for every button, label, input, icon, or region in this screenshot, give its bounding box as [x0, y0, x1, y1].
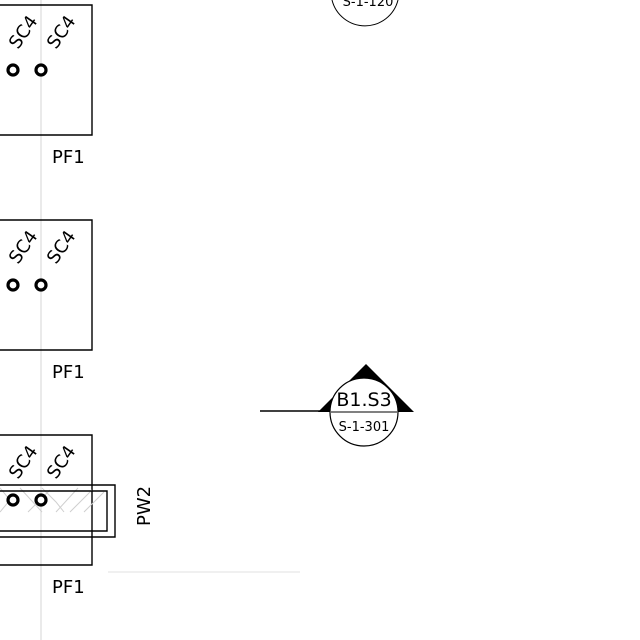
bolt-label: SC4 [5, 442, 43, 483]
bolt-label: SC4 [43, 12, 81, 53]
wall-outline-inner [0, 490, 108, 532]
bolt-label: SC4 [43, 227, 81, 268]
anchor-bolt [34, 493, 48, 507]
footing-tag: PF1 [52, 362, 85, 383]
footing-tag: PF1 [52, 577, 85, 598]
pile-footing-1: SC4 SC4 PF1 [0, 4, 93, 168]
wall-outline-outer [0, 484, 116, 538]
bolt-label: SC4 [5, 12, 43, 53]
pile-footing-3: SC4 SC4 PW2 PF1 [0, 434, 155, 598]
footing-tag: PF1 [52, 147, 85, 168]
anchor-bolt [6, 63, 20, 77]
section-title: B1.S3 [336, 389, 391, 411]
anchor-bolt [6, 278, 20, 292]
anchor-bolt [34, 63, 48, 77]
bolt-label: SC4 [43, 442, 81, 483]
top-section-callout: S-1-120 [331, 0, 399, 27]
pile-footing-2: SC4 SC4 PF1 [0, 219, 93, 383]
section-marker: B1.S3 S-1-301 [260, 364, 414, 447]
anchor-bolt [34, 278, 48, 292]
section-ref: S-1-301 [339, 420, 390, 435]
bolt-label: SC4 [5, 227, 43, 268]
top-callout-ref: S-1-120 [343, 0, 394, 10]
wall-tag: PW2 [134, 486, 155, 526]
anchor-bolt [6, 493, 20, 507]
